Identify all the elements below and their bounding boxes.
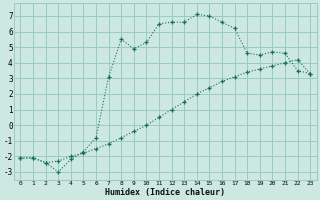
X-axis label: Humidex (Indice chaleur): Humidex (Indice chaleur) (105, 188, 225, 197)
